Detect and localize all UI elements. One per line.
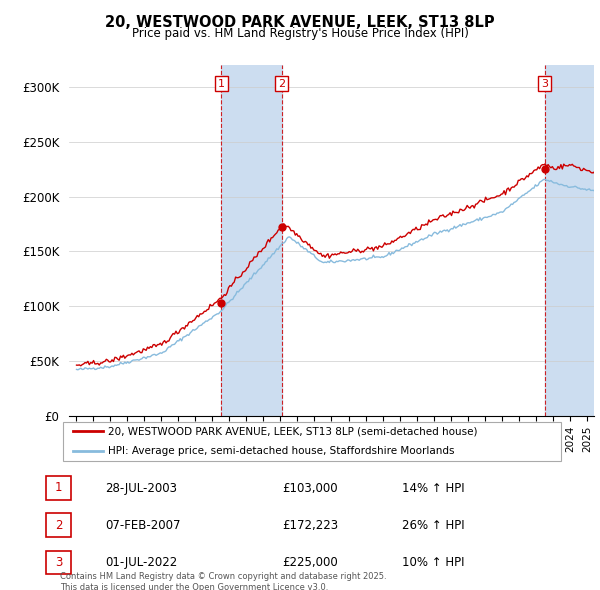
FancyBboxPatch shape [46, 513, 71, 537]
Bar [545, 65, 594, 416]
Text: HPI: Average price, semi-detached house, Staffordshire Moorlands: HPI: Average price, semi-detached house,… [108, 446, 454, 456]
Text: 28-JUL-2003: 28-JUL-2003 [105, 482, 177, 495]
Text: Price paid vs. HM Land Registry's House Price Index (HPI): Price paid vs. HM Land Registry's House … [131, 27, 469, 40]
Text: £172,223: £172,223 [282, 519, 338, 532]
Text: Contains HM Land Registry data © Crown copyright and database right 2025.
This d: Contains HM Land Registry data © Crown c… [60, 572, 386, 590]
Text: 10% ↑ HPI: 10% ↑ HPI [402, 556, 464, 569]
FancyBboxPatch shape [46, 550, 71, 574]
Text: 20, WESTWOOD PARK AVENUE, LEEK, ST13 8LP (semi-detached house): 20, WESTWOOD PARK AVENUE, LEEK, ST13 8LP… [108, 427, 478, 436]
Text: 14% ↑ HPI: 14% ↑ HPI [402, 482, 464, 495]
Text: 3: 3 [541, 78, 548, 88]
Text: 20, WESTWOOD PARK AVENUE, LEEK, ST13 8LP: 20, WESTWOOD PARK AVENUE, LEEK, ST13 8LP [105, 15, 495, 30]
FancyBboxPatch shape [62, 422, 562, 461]
Text: 26% ↑ HPI: 26% ↑ HPI [402, 519, 464, 532]
Text: 01-JUL-2022: 01-JUL-2022 [105, 556, 177, 569]
Bar [221, 65, 282, 416]
Text: £225,000: £225,000 [282, 556, 338, 569]
Text: 1: 1 [55, 481, 62, 494]
Text: £103,000: £103,000 [282, 482, 338, 495]
Text: 07-FEB-2007: 07-FEB-2007 [105, 519, 181, 532]
Text: 1: 1 [218, 78, 225, 88]
Text: 2: 2 [278, 78, 286, 88]
Text: 2: 2 [55, 519, 62, 532]
FancyBboxPatch shape [46, 476, 71, 500]
Text: 3: 3 [55, 556, 62, 569]
